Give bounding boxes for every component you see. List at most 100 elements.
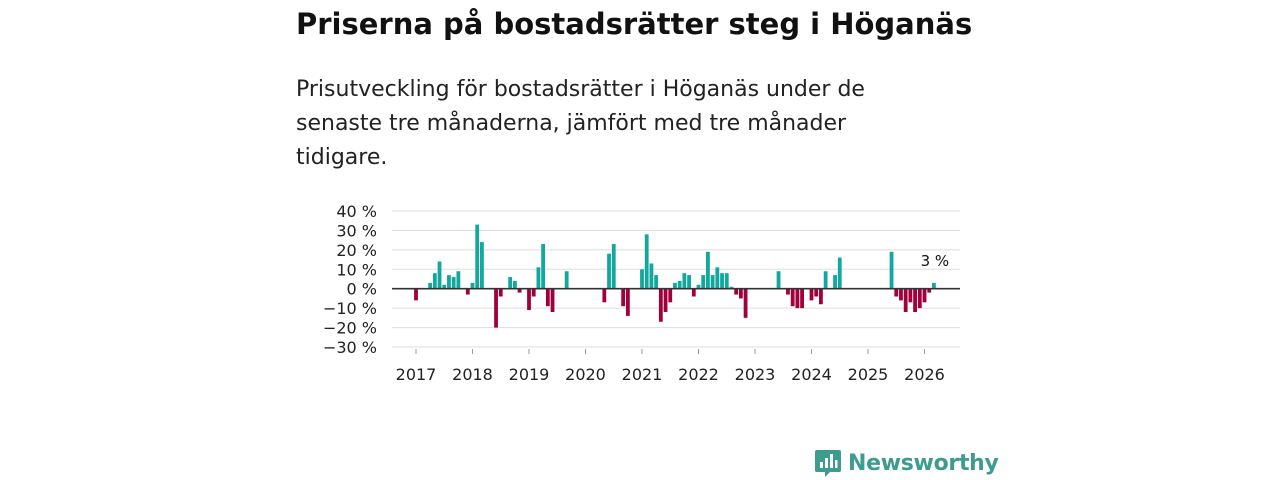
bar bbox=[706, 251, 710, 289]
bar bbox=[621, 288, 626, 307]
x-tick-label: 2019 bbox=[509, 365, 550, 384]
bar bbox=[494, 288, 498, 328]
bar bbox=[550, 288, 555, 313]
bar bbox=[527, 288, 531, 311]
bar bbox=[696, 284, 701, 289]
bar bbox=[654, 275, 659, 289]
bar bbox=[414, 288, 418, 301]
bar bbox=[673, 282, 677, 289]
bar bbox=[442, 284, 447, 289]
y-tick-label: 40 % bbox=[336, 202, 377, 221]
bar bbox=[668, 288, 673, 303]
bar-chart-icon bbox=[815, 450, 841, 477]
bar bbox=[682, 273, 687, 289]
x-tick-label: 2020 bbox=[565, 365, 606, 384]
bar bbox=[687, 275, 691, 289]
bar bbox=[663, 288, 668, 313]
bar bbox=[927, 288, 932, 293]
chart-title: Priserna på bostadsrätter steg i Höganäs bbox=[296, 7, 973, 41]
bar bbox=[602, 288, 607, 303]
x-tick-label: 2018 bbox=[452, 365, 493, 384]
bar bbox=[819, 288, 823, 305]
bar-layer bbox=[414, 224, 936, 328]
bar bbox=[437, 261, 442, 289]
y-tick-label: −30 % bbox=[323, 338, 377, 357]
bar bbox=[480, 242, 484, 289]
bar-chart: 40 %30 %20 %10 %0 %−10 %−20 %−30 % 2017 20… bbox=[323, 202, 960, 384]
bar bbox=[541, 244, 546, 289]
x-tick-label: 2022 bbox=[678, 365, 719, 384]
bar bbox=[833, 275, 837, 289]
bar bbox=[776, 271, 781, 289]
bar bbox=[428, 282, 433, 289]
bar bbox=[786, 288, 790, 295]
bar bbox=[800, 288, 804, 309]
grid-layer bbox=[392, 210, 960, 348]
x-tick-label: 2021 bbox=[622, 365, 663, 384]
bar bbox=[545, 288, 550, 307]
bar bbox=[508, 277, 513, 289]
x-tick-label: 2025 bbox=[848, 365, 889, 384]
bar bbox=[456, 271, 461, 289]
bar bbox=[531, 288, 536, 297]
bar bbox=[738, 288, 743, 299]
bar bbox=[894, 288, 899, 297]
last-value-annotation: 3 % bbox=[921, 252, 950, 270]
bar bbox=[922, 288, 927, 303]
bar bbox=[720, 273, 724, 289]
y-tick-label: 30 % bbox=[336, 221, 377, 240]
bar bbox=[640, 269, 644, 289]
bar bbox=[932, 282, 936, 289]
chart-subtitle: Prisutveckling för bostadsrätter i Högan… bbox=[296, 77, 865, 170]
x-tick-label: 2023 bbox=[735, 365, 776, 384]
bar bbox=[432, 273, 437, 289]
bar bbox=[611, 244, 616, 289]
newsworthy-logo: Newsworthy bbox=[814, 446, 999, 480]
bar bbox=[625, 288, 630, 316]
bar bbox=[536, 267, 541, 289]
bar bbox=[917, 288, 922, 309]
bar bbox=[809, 288, 814, 301]
bar bbox=[451, 277, 456, 289]
bar bbox=[677, 280, 682, 289]
y-tick-label: −20 % bbox=[323, 319, 377, 338]
y-tick-label: 20 % bbox=[336, 241, 377, 260]
bar bbox=[644, 234, 649, 289]
bar bbox=[470, 282, 475, 289]
bar bbox=[649, 263, 654, 289]
bar bbox=[903, 288, 908, 313]
bar bbox=[908, 288, 913, 303]
bar bbox=[899, 288, 903, 301]
bar bbox=[512, 280, 517, 289]
x-tick-label: 2017 bbox=[396, 365, 437, 384]
y-tick-label: 0 % bbox=[347, 280, 377, 299]
bar bbox=[734, 288, 739, 295]
bar bbox=[715, 267, 720, 289]
bar bbox=[465, 288, 470, 295]
bar bbox=[658, 288, 663, 322]
bar bbox=[743, 288, 748, 318]
bar bbox=[447, 275, 451, 289]
axis-layer: 40 %30 %20 %10 %0 %−10 %−20 %−30 % 2017 20… bbox=[323, 202, 960, 384]
bar bbox=[701, 275, 706, 289]
y-tick-label: 10 % bbox=[336, 260, 377, 279]
bar bbox=[814, 288, 819, 297]
bar bbox=[913, 288, 917, 313]
bar bbox=[498, 288, 503, 297]
bar bbox=[691, 288, 696, 297]
bar bbox=[889, 251, 894, 289]
bar bbox=[710, 275, 715, 289]
x-tick-label: 2026 bbox=[904, 365, 945, 384]
bar bbox=[475, 224, 480, 289]
x-tick-label: 2024 bbox=[791, 365, 832, 384]
bar bbox=[564, 271, 569, 289]
bar bbox=[790, 288, 795, 307]
bar bbox=[837, 257, 842, 289]
bar bbox=[729, 286, 734, 289]
bar bbox=[517, 288, 522, 293]
bar bbox=[823, 271, 828, 289]
y-tick-label: −10 % bbox=[323, 299, 377, 318]
brand-name: Newsworthy bbox=[848, 450, 999, 476]
bar bbox=[795, 288, 800, 309]
bar bbox=[724, 273, 729, 289]
